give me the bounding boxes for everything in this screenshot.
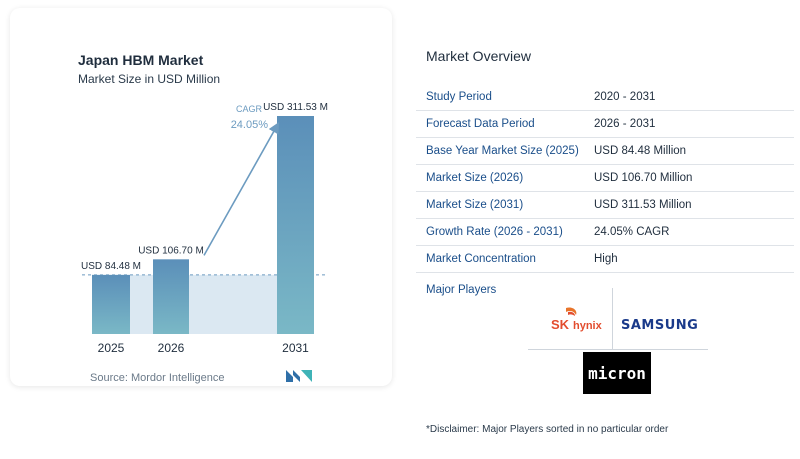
cagr-arrow xyxy=(203,122,280,256)
samsung-logo: SAMSUNG xyxy=(621,318,699,333)
overview-value: 2026 - 2031 xyxy=(594,118,656,130)
category-label: 2026 xyxy=(158,341,185,355)
overview-row: Market Concentration High xyxy=(416,246,794,273)
overview-label: Base Year Market Size (2025) xyxy=(426,145,579,157)
overview-row: Growth Rate (2026 - 2031) 24.05% CAGR xyxy=(416,219,794,246)
chart-card: Japan HBM Market Market Size in USD Mill… xyxy=(10,8,392,386)
skhynix-logo: SK hynix xyxy=(551,307,602,332)
bar-value-label: USD 84.48 M xyxy=(81,261,141,272)
logo-divider xyxy=(612,288,613,350)
disclaimer: *Disclaimer: Major Players sorted in no … xyxy=(426,424,669,435)
category-label: 2031 xyxy=(282,341,309,355)
overview-row: Study Period 2020 - 2031 xyxy=(416,84,794,111)
major-players-title: Major Players xyxy=(426,284,497,296)
overview-row: Market Size (2031) USD 311.53 Million xyxy=(416,192,794,219)
skhynix-hynix-text: hynix xyxy=(573,320,602,332)
overview-table: Study Period 2020 - 2031 Forecast Data P… xyxy=(416,84,794,273)
overview-value: USD 106.70 Million xyxy=(594,172,693,184)
chart-title: Japan HBM Market xyxy=(78,52,204,68)
bar-2025 xyxy=(92,274,130,334)
overview-label: Growth Rate (2026 - 2031) xyxy=(426,226,563,238)
overview-row: Forecast Data Period 2026 - 2031 xyxy=(416,111,794,138)
skhynix-sk-text: SK xyxy=(551,317,570,332)
category-label: 2025 xyxy=(98,341,125,355)
logo-divider xyxy=(528,349,708,350)
overview-row: Market Size (2026) USD 106.70 Million xyxy=(416,165,794,192)
overview-label: Market Size (2026) xyxy=(426,172,524,184)
cagr-value: 24.05% xyxy=(231,119,269,131)
micron-logo: micron xyxy=(583,352,651,394)
overview-label: Market Size (2031) xyxy=(426,199,524,211)
overview-value: 24.05% CAGR xyxy=(594,226,670,238)
bar-value-label: USD 106.70 M xyxy=(138,245,204,256)
chart-subtitle: Market Size in USD Million xyxy=(78,72,221,86)
bar-chart: USD 84.48 M 2025 USD 106.70 M 2026 USD 311.5… xyxy=(81,102,328,355)
bar-value-label: USD 311.53 M xyxy=(263,102,328,113)
overview-value: High xyxy=(594,253,618,265)
overview-label: Market Concentration xyxy=(426,253,536,265)
overview-row: Base Year Market Size (2025) USD 84.48 M… xyxy=(416,138,794,165)
overview-title: Market Overview xyxy=(426,48,532,64)
cagr-label: CAGR xyxy=(236,104,263,114)
overview-value: USD 84.48 Million xyxy=(594,145,687,157)
overview-value: USD 311.53 Million xyxy=(594,199,692,211)
source-text: Source: Mordor Intelligence xyxy=(90,372,225,384)
bar-2026 xyxy=(153,259,189,334)
bar-2031 xyxy=(277,116,314,334)
overview-label: Study Period xyxy=(426,91,492,103)
overview-label: Forecast Data Period xyxy=(426,118,535,130)
mordor-logo-icon xyxy=(286,370,312,382)
overview-value: 2020 - 2031 xyxy=(594,91,656,103)
